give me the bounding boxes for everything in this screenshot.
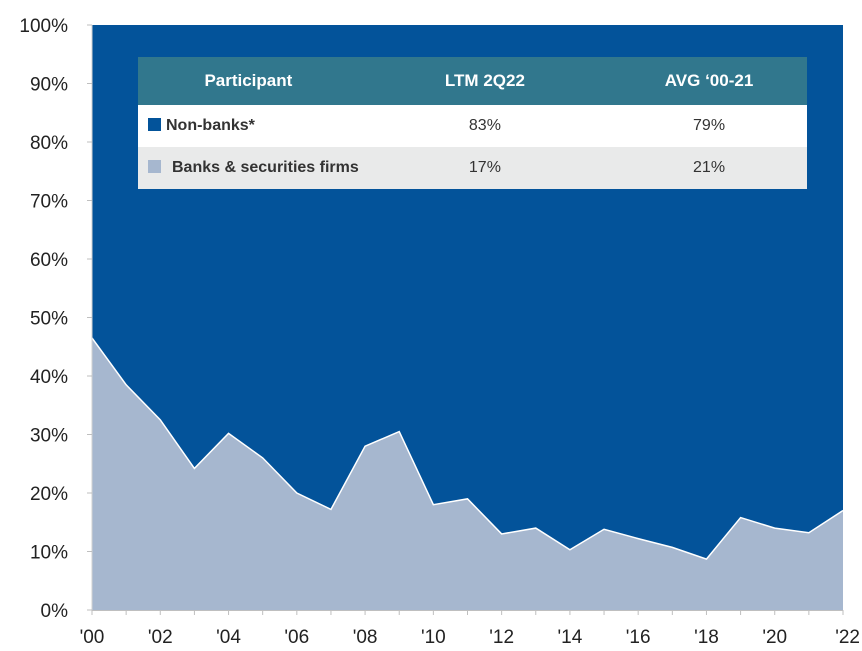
data-table: Participant LTM 2Q22 AVG ‘00-21 Non-bank… — [138, 57, 807, 189]
series-boundary-line — [91, 337, 844, 560]
avg-value: 79% — [611, 105, 807, 147]
x-tick-label: '00 — [80, 627, 105, 648]
x-tick-label: '14 — [558, 627, 583, 648]
y-tick-label: 10% — [30, 543, 68, 564]
axes-layer: 0% 10% 20% 30% 40% 50% 60% 70% 80% 90% 100% '00 '02 '… — [19, 16, 860, 648]
participant-label: Banks & securities firms — [172, 159, 359, 176]
header-avg: AVG ‘00-21 — [611, 57, 807, 105]
x-tick-label: '16 — [626, 627, 651, 648]
y-tick-label: 50% — [30, 309, 68, 330]
ltm-value: 17% — [358, 147, 612, 189]
participant-label: Non-banks* — [166, 117, 255, 134]
avg-value: 21% — [611, 147, 807, 189]
table-row-banks: Banks & securities firms 17% 21% — [138, 147, 807, 189]
table-header-row: Participant LTM 2Q22 AVG ‘00-21 — [138, 57, 807, 105]
x-tick-label: '20 — [762, 627, 787, 648]
y-tick-label: 20% — [30, 484, 68, 505]
header-ltm: LTM 2Q22 — [358, 57, 612, 105]
x-tick-label: '10 — [421, 627, 446, 648]
x-tick-label: '08 — [353, 627, 378, 648]
y-tick-label: 80% — [30, 133, 68, 154]
series-area-banks — [92, 337, 843, 610]
x-tick-label: '02 — [148, 627, 173, 648]
y-tick-label: 100% — [19, 16, 68, 37]
y-tick-label: 30% — [30, 426, 68, 447]
y-tick-label: 60% — [30, 250, 68, 271]
x-tick-label: '06 — [284, 627, 309, 648]
x-tick-label: '12 — [489, 627, 514, 648]
header-participant: Participant — [138, 57, 359, 105]
nonbanks-swatch — [148, 118, 161, 131]
y-tick-label: 70% — [30, 192, 68, 213]
y-tick-label: 40% — [30, 367, 68, 388]
x-tick-label: '22 — [835, 627, 860, 648]
x-tick-label: '04 — [216, 627, 241, 648]
banks-swatch — [148, 160, 161, 173]
participant-cell: Non-banks* — [138, 105, 359, 147]
table-row-nonbanks: Non-banks* 83% 79% — [138, 105, 807, 147]
ltm-value: 83% — [358, 105, 612, 147]
y-tick-label: 90% — [30, 75, 68, 96]
y-tick-label: 0% — [41, 601, 69, 622]
participant-cell: Banks & securities firms — [138, 147, 359, 189]
x-tick-label: '18 — [694, 627, 719, 648]
